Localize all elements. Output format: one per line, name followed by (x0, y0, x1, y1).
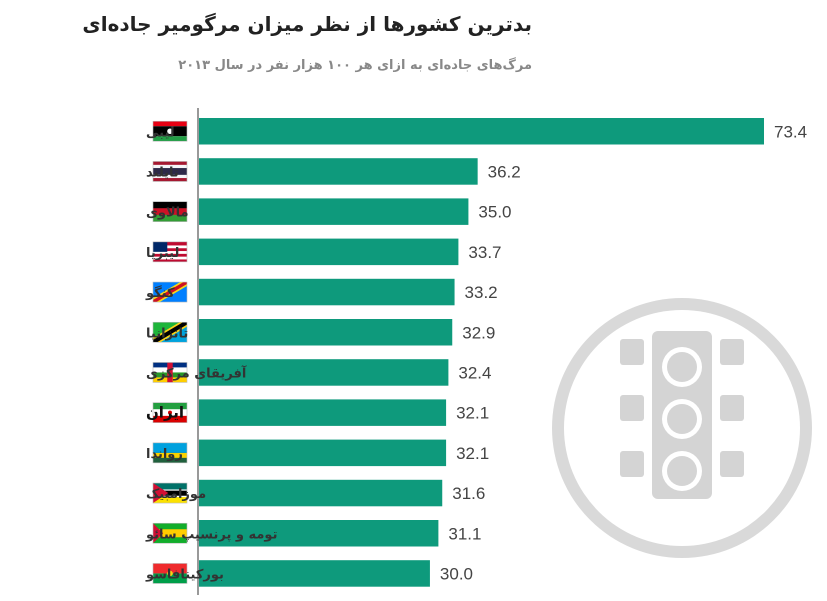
mozambique-flag-icon (152, 482, 188, 504)
bar (199, 158, 478, 185)
malawi-flag-icon (152, 201, 188, 222)
value-label: 31.1 (448, 524, 481, 543)
category-label: لیبی (146, 125, 175, 140)
chart-subtitle: مرگ‌های جاده‌ای به ازای هر ۱۰۰ هزار نفر … (178, 58, 532, 73)
liberia-flag-icon (152, 241, 188, 263)
category-label: ایران (146, 404, 184, 422)
bar (199, 520, 439, 547)
central-african-republic-flag-icon (152, 362, 188, 383)
tanzania-flag-icon (152, 321, 188, 343)
iran-flag-icon (152, 402, 188, 423)
flags-group (152, 120, 188, 584)
bars-group (199, 118, 764, 587)
category-label: رواندا (146, 447, 183, 462)
bar (199, 198, 469, 225)
value-label: 30.0 (440, 564, 473, 583)
category-label: کنگو (145, 285, 175, 301)
bar (199, 359, 449, 386)
category-label: بورکینافاسو (145, 567, 224, 582)
category-label: آفریقای مرکزی (146, 364, 247, 381)
bar (199, 479, 443, 507)
sao-tome-flag-icon (152, 522, 188, 544)
value-label: 31.6 (452, 484, 485, 503)
congo-flag-icon (152, 281, 188, 303)
category-label: تانزانیا (146, 326, 188, 341)
chart-title: بدترین کشورها از نظر میزان مرگومیر جاده‌… (82, 12, 532, 36)
bar (199, 278, 455, 306)
category-label: موزامبیک (146, 487, 206, 502)
bar (199, 238, 459, 266)
thailand-flag-icon (152, 161, 188, 182)
value-label: 73.4 (774, 122, 807, 141)
value-label: 33.7 (468, 243, 501, 262)
category-label: لیبریا (146, 246, 179, 261)
category-label: مالاوی (146, 206, 189, 221)
bar (199, 439, 447, 467)
value-label: 32.9 (462, 323, 495, 342)
bar (199, 399, 447, 426)
value-label: 33.2 (465, 283, 498, 302)
bar (199, 118, 764, 145)
value-label: 32.4 (458, 363, 491, 382)
rwanda-flag-icon (152, 442, 188, 464)
bar (199, 560, 430, 587)
category-labels-group: لیبی تایلند مالاوی لیبریا کنگو تانزانیا آفریقا… (145, 125, 277, 582)
value-label: 32.1 (456, 444, 489, 463)
category-label: تومه و پرنسیپ سائو (145, 527, 277, 542)
category-label: تایلند (146, 165, 179, 180)
traffic-light-icon (552, 298, 812, 558)
value-label: 36.2 (488, 162, 521, 181)
value-labels-group: 73.4 36.2 35.0 33.7 33.2 32.9 32.4 32.1 32.1 31.6… (440, 122, 807, 583)
burkina-faso-flag-icon (152, 563, 188, 584)
libya-flag-icon (152, 120, 188, 142)
value-label: 32.1 (456, 404, 489, 423)
bar (199, 319, 453, 346)
value-label: 35.0 (478, 203, 511, 222)
